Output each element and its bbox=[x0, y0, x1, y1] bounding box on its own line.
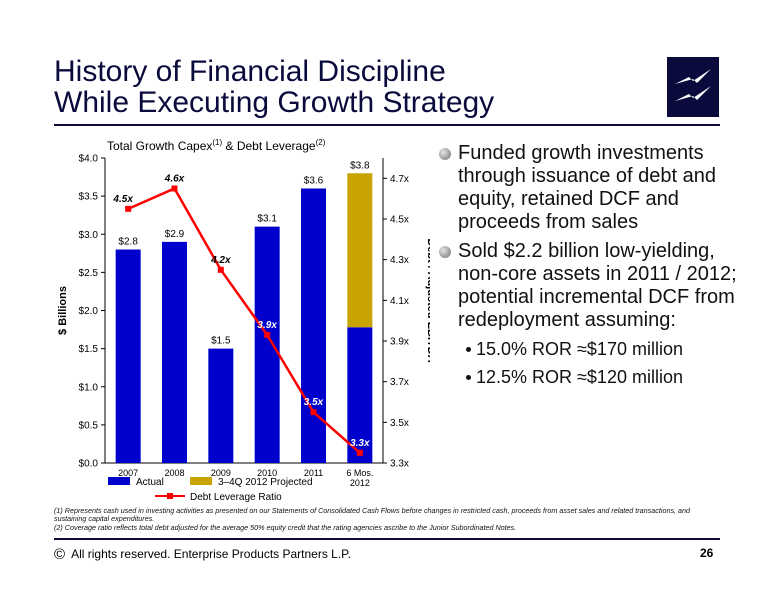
y-tick-label: $3.0 bbox=[79, 230, 99, 241]
page-title: History of Financial Discipline While Ex… bbox=[54, 56, 494, 118]
debt-leverage-label: 3.9x bbox=[257, 320, 277, 331]
title-line-1: History of Financial Discipline bbox=[54, 55, 446, 88]
footnote-1: (1) Represents cash used in investing ac… bbox=[54, 506, 691, 523]
y2-axis-label: Debt / Adjusted EBITDA bbox=[425, 238, 430, 362]
footer-rule bbox=[54, 538, 720, 540]
y-axis-label: $ Billions bbox=[57, 286, 69, 335]
bullet-dot-icon bbox=[439, 246, 451, 258]
bar-value-label: $1.5 bbox=[211, 336, 231, 347]
x-tick-label: 6 Mos. bbox=[346, 468, 373, 478]
y2-tick-label: 3.9x bbox=[390, 337, 409, 348]
legend-label-actual: Actual bbox=[136, 477, 164, 488]
y2-tick-label: 4.5x bbox=[390, 215, 409, 226]
legend-swatch-projected bbox=[190, 477, 212, 485]
bullet-text: Funded growth investments through issuan… bbox=[458, 142, 716, 233]
capex-leverage-chart: Total Growth Capex(1) & Debt Leverage(2)… bbox=[57, 138, 430, 503]
debt-leverage-point bbox=[125, 205, 132, 212]
footer-text: All rights reserved. Enterprise Products… bbox=[71, 547, 351, 561]
bar-value-label: $3.6 bbox=[304, 176, 324, 187]
y2-tick-label: 3.5x bbox=[390, 418, 409, 429]
y-tick-label: $1.0 bbox=[79, 382, 99, 393]
y-tick-label: $4.0 bbox=[79, 154, 99, 165]
debt-leverage-point bbox=[217, 266, 224, 273]
footnote-2: (2) Coverage ratio reflects total debt a… bbox=[54, 523, 517, 532]
debt-leverage-point bbox=[356, 449, 363, 456]
debt-leverage-label: 3.3x bbox=[350, 438, 370, 449]
bar-actual bbox=[301, 188, 326, 463]
page-number: 26 bbox=[700, 546, 714, 560]
x-tick-label: 2007 bbox=[118, 468, 138, 478]
x-tick-label: 2010 bbox=[257, 468, 277, 478]
bar-actual bbox=[254, 226, 280, 463]
x-tick-label: 2009 bbox=[211, 468, 231, 478]
y-tick-label: $2.5 bbox=[79, 268, 99, 279]
x-tick-label: 2008 bbox=[164, 468, 184, 478]
bullet-item: Funded growth investments through issuan… bbox=[438, 142, 738, 234]
y2-tick-label: 4.1x bbox=[390, 296, 409, 307]
sub-bullet-text: 12.5% ROR ≈$120 million bbox=[476, 367, 683, 387]
debt-leverage-label: 3.5x bbox=[304, 397, 324, 408]
y-tick-label: $1.5 bbox=[79, 344, 99, 355]
y2-tick-label: 4.7x bbox=[390, 174, 409, 185]
debt-leverage-label: 4.5x bbox=[112, 194, 133, 205]
legend-label-projected: 3–4Q 2012 Projected bbox=[218, 477, 313, 488]
legend-label-leverage: Debt Leverage Ratio bbox=[190, 492, 282, 503]
footer: © All rights reserved. Enterprise Product… bbox=[54, 546, 351, 563]
bullet-list: Funded growth investments through issuan… bbox=[438, 142, 738, 394]
chart-title: Total Growth Capex(1) & Debt Leverage(2) bbox=[107, 138, 326, 153]
legend-marker-leverage bbox=[167, 493, 173, 499]
bar-actual bbox=[162, 241, 187, 463]
bar-value-label: $2.8 bbox=[118, 237, 138, 248]
bar-value-label: $2.9 bbox=[165, 229, 185, 240]
header-rule bbox=[54, 124, 720, 126]
debt-leverage-point bbox=[310, 409, 317, 416]
bar-value-label: $3.1 bbox=[257, 214, 277, 225]
y-tick-label: $3.5 bbox=[79, 192, 99, 203]
y2-tick-label: 3.7x bbox=[390, 377, 409, 388]
y-tick-label: $0.5 bbox=[79, 420, 99, 431]
footnotes: (1) Represents cash used in investing ac… bbox=[54, 507, 714, 533]
y-tick-label: $0.0 bbox=[79, 459, 99, 470]
bullet-dot-icon bbox=[439, 148, 451, 160]
y2-tick-label: 3.3x bbox=[390, 459, 409, 470]
sub-bullet-item: 15.0% ROR ≈$170 million bbox=[438, 338, 738, 360]
debt-leverage-line bbox=[127, 186, 361, 454]
sub-bullet-text: 15.0% ROR ≈$170 million bbox=[476, 339, 683, 359]
lightning-bolts-logo bbox=[667, 57, 719, 117]
x-tick-label: 2011 bbox=[304, 468, 323, 478]
sub-bullet-dot-icon bbox=[466, 347, 471, 352]
y2-tick-label: 4.3x bbox=[390, 255, 409, 266]
sub-bullet-item: 12.5% ROR ≈$120 million bbox=[438, 366, 738, 388]
title-line-2: While Executing Growth Strategy bbox=[54, 86, 495, 119]
bullet-item: Sold $2.2 billion low-yielding, non-core… bbox=[438, 240, 738, 332]
debt-leverage-point bbox=[264, 331, 271, 338]
copyright-icon: © bbox=[54, 546, 66, 563]
bar-value-label: $3.8 bbox=[350, 160, 370, 171]
bar-actual bbox=[115, 249, 141, 463]
debt-leverage-label: 4.2x bbox=[210, 255, 231, 266]
bullet-text: Sold $2.2 billion low-yielding, non-core… bbox=[458, 240, 737, 331]
debt-leverage-point bbox=[171, 185, 178, 192]
x-tick-label: 2012 bbox=[350, 478, 370, 488]
debt-leverage-label: 4.6x bbox=[164, 174, 185, 185]
legend-swatch-actual bbox=[108, 477, 130, 485]
bar-actual bbox=[208, 348, 234, 463]
bar-actual bbox=[347, 327, 373, 463]
bar-projected bbox=[347, 173, 373, 328]
y-tick-label: $2.0 bbox=[79, 306, 99, 317]
sub-bullet-dot-icon bbox=[466, 375, 471, 380]
